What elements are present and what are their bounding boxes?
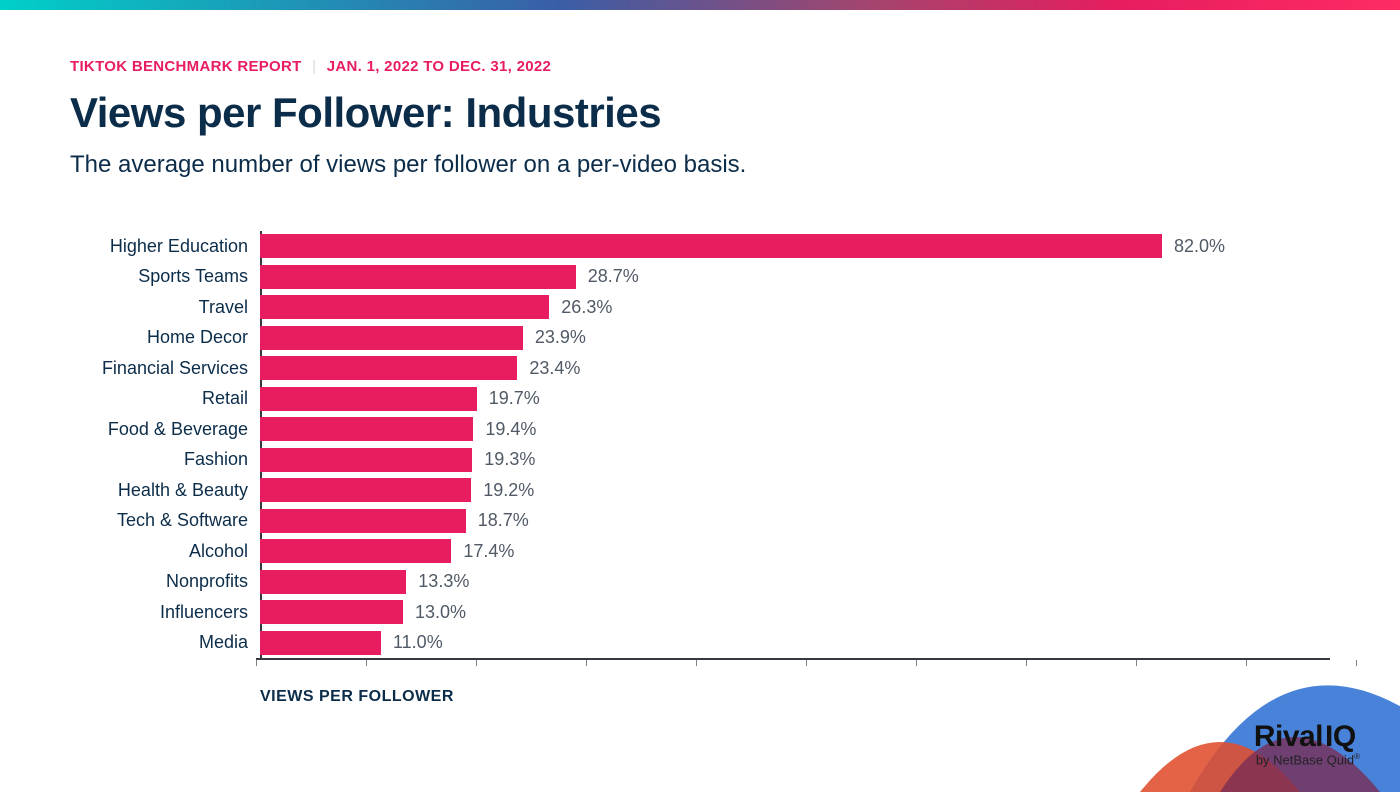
category-label: Alcohol	[70, 541, 260, 562]
category-label: Higher Education	[70, 236, 260, 257]
category-label: Nonprofits	[70, 571, 260, 592]
category-label: Food & Beverage	[70, 419, 260, 440]
logo-iq: IQ	[1325, 720, 1356, 754]
value-label: 11.0%	[393, 632, 443, 653]
page-title: Views per Follower: Industries	[70, 89, 1330, 137]
value-label: 19.3%	[484, 449, 535, 470]
value-label: 19.2%	[483, 480, 534, 501]
page-subtitle: The average number of views per follower…	[70, 151, 1330, 179]
category-label: Media	[70, 632, 260, 653]
bar	[260, 295, 549, 319]
separator: |	[312, 58, 316, 75]
value-label: 23.9%	[535, 327, 586, 348]
bar	[260, 265, 576, 289]
content-area: TIKTOK BENCHMARK REPORT | JAN. 1, 2022 T…	[0, 10, 1400, 706]
bar	[260, 387, 477, 411]
bar	[260, 539, 451, 563]
value-label: 13.3%	[418, 571, 469, 592]
bar	[260, 570, 406, 594]
eyebrow: TIKTOK BENCHMARK REPORT | JAN. 1, 2022 T…	[70, 58, 1330, 75]
logo-bold: Rival	[1254, 720, 1323, 753]
bar	[260, 600, 403, 624]
logo-text: RivalIQ	[1254, 720, 1360, 754]
bar	[260, 234, 1162, 258]
value-label: 17.4%	[463, 541, 514, 562]
category-label: Retail	[70, 388, 260, 409]
category-label: Fashion	[70, 449, 260, 470]
value-label: 23.4%	[529, 358, 580, 379]
category-label: Health & Beauty	[70, 480, 260, 501]
category-label: Travel	[70, 297, 260, 318]
value-label: 26.3%	[561, 297, 612, 318]
bar	[260, 326, 523, 350]
bar-chart: Higher Education Sports Teams Travel Home D…	[70, 231, 1330, 706]
category-label: Sports Teams	[70, 266, 260, 287]
x-axis-ticks	[256, 660, 1330, 668]
value-label: 19.4%	[485, 419, 536, 440]
value-label: 19.7%	[489, 388, 540, 409]
brand-logo: RivalIQ by NetBase Quid®	[1254, 720, 1360, 767]
category-label: Financial Services	[70, 358, 260, 379]
bar	[260, 448, 472, 472]
bar	[260, 631, 381, 655]
value-label: 18.7%	[478, 510, 529, 531]
bar	[260, 417, 473, 441]
report-label: TIKTOK BENCHMARK REPORT	[70, 58, 302, 75]
category-label: Influencers	[70, 602, 260, 623]
bar	[260, 509, 466, 533]
top-gradient-bar	[0, 0, 1400, 10]
category-label: Tech & Software	[70, 510, 260, 531]
category-label: Home Decor	[70, 327, 260, 348]
date-range: JAN. 1, 2022 TO DEC. 31, 2022	[327, 58, 551, 75]
value-label: 13.0%	[415, 602, 466, 623]
bar	[260, 356, 517, 380]
x-axis-title: VIEWS PER FOLLOWER	[260, 688, 454, 706]
logo-subtext: by NetBase Quid®	[1254, 752, 1360, 767]
value-label: 82.0%	[1174, 236, 1225, 257]
bar	[260, 478, 471, 502]
value-label: 28.7%	[588, 266, 639, 287]
